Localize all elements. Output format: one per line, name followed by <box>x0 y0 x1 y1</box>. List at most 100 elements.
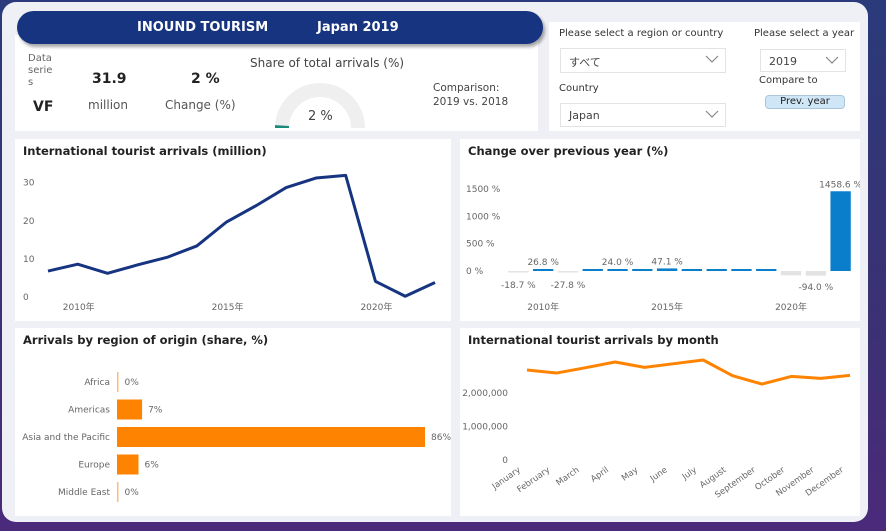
y-tick-label: 1500 % <box>466 185 501 195</box>
arrivals-value: 31.9 <box>92 71 127 87</box>
arrivals-unit: million <box>88 98 128 112</box>
y-tick-label: 0 <box>23 293 29 303</box>
region-bar <box>117 427 425 447</box>
year-dropdown[interactable]: 2019 <box>760 49 846 72</box>
y-tick-label: 1,000,000 <box>462 423 508 433</box>
change-bar <box>830 191 851 271</box>
x-tick-label: April <box>589 465 611 484</box>
change-bar-chart: 0 % 500 % 1000 % 1500 % -18.7 % 26.8 % -27.8 %… <box>466 180 860 313</box>
region-bar <box>117 399 143 420</box>
bar-data-label: 6% <box>144 461 159 471</box>
x-tick-label: May <box>620 465 640 483</box>
bar-data-label: 86% <box>431 433 451 443</box>
x-tick-label: 2010年 <box>63 301 95 313</box>
filter-panel: Please select a region or country すべて Co… <box>549 22 860 131</box>
country-dropdown-value: Japan <box>569 109 600 122</box>
y-tick-label: 0 <box>502 456 508 466</box>
header-title: INOUND TOURISM <box>137 20 269 35</box>
kpi-panel: Data series VF 31.9 million 2 % Change (… <box>15 35 538 131</box>
x-tick-label: 2020年 <box>360 301 392 313</box>
monthly-chart-panel: International tourist arrivals by month … <box>460 328 860 516</box>
x-tick-label: June <box>648 465 670 484</box>
region-label: Asia and the Pacific <box>22 433 110 443</box>
x-tick-label: 2020年 <box>775 301 807 313</box>
arrivals-series-line <box>47 173 436 298</box>
share-title: Share of total arrivals (%) <box>250 56 405 70</box>
x-tick-label: 2010年 <box>527 301 559 313</box>
change-bar <box>731 269 752 271</box>
change-bar <box>557 271 579 273</box>
bar-data-label: 0% <box>125 488 140 498</box>
change-bar <box>706 269 727 271</box>
region-bar <box>117 454 139 475</box>
bar-data-label: 26.8 % <box>527 258 559 268</box>
header-banner: INOUND TOURISM Japan 2019 <box>17 11 543 44</box>
chevron-down-icon <box>705 55 719 63</box>
change-chart-title: Change over previous year (%) <box>468 144 669 158</box>
region-bar-chart: Africa 0% Americas 7% Asia and the Pacific 86… <box>22 372 451 502</box>
monthly-chart-title: International tourist arrivals by month <box>468 333 719 347</box>
bar-data-label: 0% <box>125 378 140 388</box>
year-dropdown-value: 2019 <box>769 55 797 68</box>
compare-label: Compare to <box>759 75 818 86</box>
comparison-label: Comparison: <box>433 82 500 94</box>
y-tick-label: 10 <box>23 255 35 265</box>
dashboard-canvas: Data series VF 31.9 million 2 % Change (… <box>2 2 868 522</box>
region-bar <box>117 372 119 392</box>
monthly-series-line <box>526 358 851 386</box>
bar-data-label: 47.1 % <box>651 257 683 267</box>
bar-data-label: 24.0 % <box>602 258 634 268</box>
change-label: Change (%) <box>165 98 236 112</box>
region-dropdown[interactable]: すべて <box>560 48 726 73</box>
change-bar <box>607 269 628 271</box>
y-tick-label: 30 <box>23 179 35 189</box>
region-label: Africa <box>84 378 110 388</box>
region-dropdown-value: すべて <box>569 56 601 69</box>
arrivals-line-chart: 0 10 20 30 2010年 2015年 2020年 <box>23 173 436 313</box>
y-tick-label: 2,000,000 <box>462 389 508 399</box>
bar-data-label: 7% <box>148 406 163 416</box>
country-label: Country <box>559 83 599 94</box>
x-tick-label: March <box>554 465 581 488</box>
change-bar <box>582 269 603 271</box>
gauge-track <box>275 83 365 128</box>
y-tick-label: 0 % <box>466 267 484 277</box>
change-bar <box>656 268 678 271</box>
region-chart-panel: Arrivals by region of origin (share, %) … <box>15 328 451 516</box>
y-tick-label: 500 % <box>466 240 495 250</box>
comparison-value: 2019 vs. 2018 <box>433 96 509 108</box>
bar-data-label: -18.7 % <box>501 281 536 291</box>
x-tick-label: February <box>515 465 552 495</box>
arrivals-chart-panel: International tourist arrivals (million)… <box>15 139 451 321</box>
change-bar <box>756 269 777 271</box>
change-bar <box>805 271 826 276</box>
chevron-down-icon <box>705 110 719 118</box>
region-label: Please select a region or country <box>559 28 724 39</box>
header-subtitle: Japan 2019 <box>317 20 399 35</box>
prev-year-button[interactable]: Prev. year <box>765 95 845 109</box>
change-bar <box>508 271 529 273</box>
bar-data-label: -94.0 % <box>798 283 833 293</box>
change-chart-panel: Change over previous year (%) 0 % 500 % 10… <box>460 139 860 321</box>
arrivals-chart-title: International tourist arrivals (million) <box>23 144 267 158</box>
region-label: Middle East <box>58 488 110 498</box>
x-tick-label: 2015年 <box>651 301 683 313</box>
region-label: Europe <box>78 461 110 471</box>
bar-data-label: -27.8 % <box>551 281 586 291</box>
chevron-down-icon <box>825 56 839 64</box>
region-bar <box>117 482 119 502</box>
data-series-value: VF <box>33 99 54 115</box>
country-dropdown[interactable]: Japan <box>560 103 726 127</box>
region-chart-title: Arrivals by region of origin (share, %) <box>23 333 269 347</box>
share-gauge <box>275 83 365 128</box>
x-tick-label: 2015年 <box>212 301 244 313</box>
change-bar <box>780 271 802 276</box>
bar-data-label: 1458.6 % <box>819 180 860 190</box>
share-value: 2 % <box>308 109 333 124</box>
year-label: Please select a year <box>754 28 855 39</box>
x-tick-label: July <box>680 465 699 483</box>
change-value: 2 % <box>191 71 220 87</box>
y-tick-label: 1000 % <box>466 212 501 222</box>
change-bar <box>632 269 653 271</box>
